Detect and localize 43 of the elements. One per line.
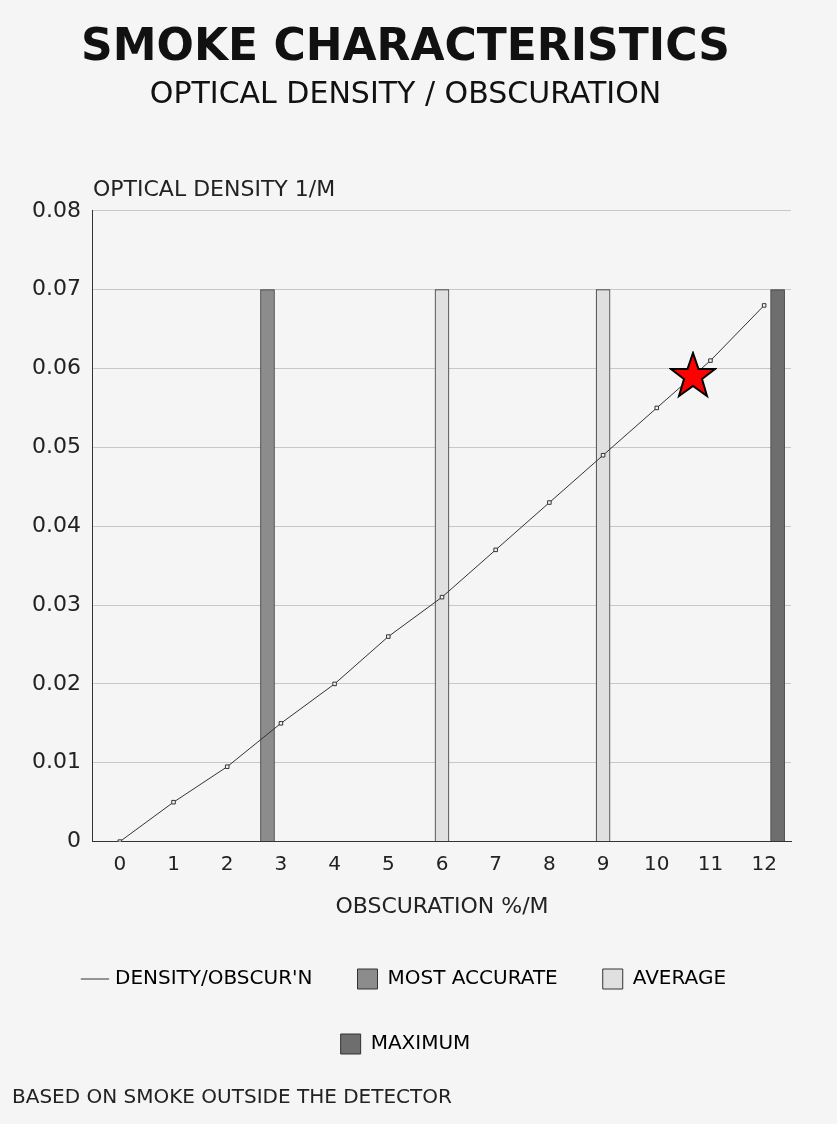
point xyxy=(332,681,337,687)
point xyxy=(278,721,284,726)
point xyxy=(708,358,713,363)
point xyxy=(386,634,391,639)
point xyxy=(654,405,660,411)
y-tick-label: 0.01 xyxy=(32,748,81,774)
chart-subtitle: OPTICAL DENSITY / OBSCURATION xyxy=(149,74,662,110)
point xyxy=(600,452,606,458)
x-tick-label: 4 xyxy=(328,850,341,875)
y-tick-label: 0.08 xyxy=(32,196,81,222)
x-tick-label: 2 xyxy=(220,850,234,875)
x-tick-label: 9 xyxy=(596,850,610,875)
text: BASED ON SMOKE OUTSIDE THE DETECTOR xyxy=(12,1084,453,1109)
point xyxy=(493,547,498,553)
x-tick-label: 6 xyxy=(435,850,449,875)
x-tick-label: 5 xyxy=(381,850,395,875)
y-tick-label: 0.07 xyxy=(32,275,81,301)
point xyxy=(439,594,445,600)
legend-label: AVERAGE xyxy=(632,965,727,990)
y-tick-label: 0.04 xyxy=(32,511,81,537)
y-tick-label: 0.06 xyxy=(32,354,81,380)
y-tick-label: 0.02 xyxy=(32,669,81,695)
y-tick-label: 0 xyxy=(66,827,81,853)
legend-label: MAXIMUM xyxy=(370,1030,471,1055)
y-tick-label: 0.03 xyxy=(32,590,81,616)
point xyxy=(171,799,176,805)
x-tick-label: 0 xyxy=(113,850,127,875)
x-tick-label: 10 xyxy=(644,850,670,875)
x-tick-label: 8 xyxy=(543,850,556,875)
point xyxy=(547,500,552,505)
x-tick-label: 3 xyxy=(274,850,288,875)
legend-label: DENSITY/OBSCUR'N xyxy=(114,965,313,990)
point xyxy=(224,764,230,769)
x-axis-title: OBSCURATION %/M xyxy=(335,892,549,918)
legend-label: MOST ACCURATE xyxy=(387,965,558,990)
y-tick-label: 0.05 xyxy=(32,433,81,459)
point xyxy=(761,303,767,308)
x-tick-label: 1 xyxy=(167,850,180,875)
x-tick-label: 12 xyxy=(751,850,777,875)
chart-title: SMOKE CHARACTERISTICS xyxy=(81,18,730,70)
x-tick-label: 11 xyxy=(697,850,724,875)
y-axis-title: OPTICAL DENSITY 1/M xyxy=(92,175,336,201)
x-tick-label: 7 xyxy=(489,850,503,875)
